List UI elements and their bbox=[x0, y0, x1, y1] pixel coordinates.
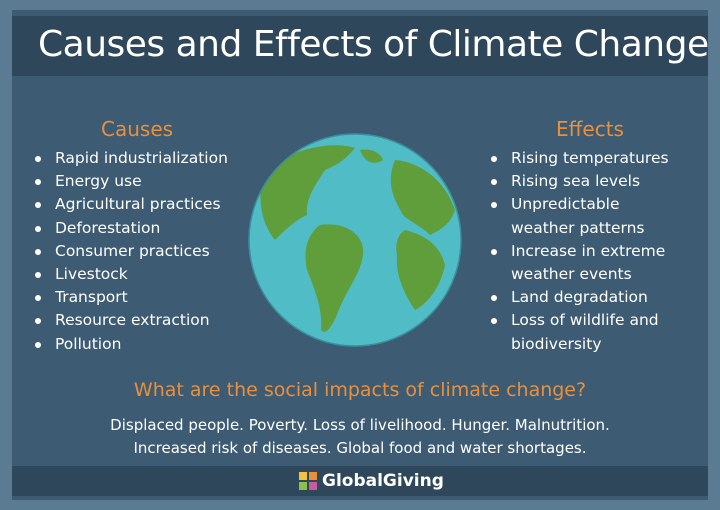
cause-item: Pollution bbox=[33, 333, 228, 356]
title-bar bbox=[12, 16, 708, 76]
logo bbox=[299, 472, 317, 490]
cause-item: Consumer practices bbox=[33, 240, 228, 263]
cause-item: Deforestation bbox=[33, 217, 228, 240]
globe-outline bbox=[248, 133, 462, 347]
brand: GlobalGiving bbox=[322, 471, 444, 491]
social-question: What are the social impacts of climate c… bbox=[133, 379, 587, 401]
causes-list: Rapid industrialization Energy use Agricul… bbox=[33, 147, 228, 356]
effect-line: Land degradation bbox=[511, 288, 648, 307]
social-line: Increased risk of diseases. Global food … bbox=[133, 439, 587, 457]
effects-list: Rising temperatures Rising sea levels Unpr… bbox=[489, 147, 669, 356]
effect-item: Land degradation bbox=[489, 286, 669, 309]
cause-item: Transport bbox=[33, 286, 228, 309]
globe bbox=[248, 133, 462, 347]
effect-line: weather events bbox=[511, 265, 632, 284]
effect-line: Unpredictable bbox=[511, 195, 620, 214]
title: Causes and Effects of Climate Change bbox=[38, 24, 709, 65]
cause-item: Resource extraction bbox=[33, 309, 228, 332]
effect-item: Unpredictable weather patterns bbox=[489, 193, 669, 239]
effects-heading: Effects bbox=[556, 117, 624, 141]
effect-item: Rising sea levels bbox=[489, 170, 669, 193]
cause-item: Energy use bbox=[33, 170, 228, 193]
cause-item: Rapid industrialization bbox=[33, 147, 228, 170]
footer-bar bbox=[12, 466, 708, 496]
causes-heading: Causes bbox=[101, 117, 174, 141]
effect-item: Loss of wildlife and biodiversity bbox=[489, 309, 669, 355]
effect-line: Loss of wildlife and bbox=[511, 311, 659, 330]
effect-line: Rising sea levels bbox=[511, 172, 641, 191]
cause-item: Agricultural practices bbox=[33, 193, 228, 216]
continents bbox=[260, 145, 455, 332]
effect-line: Rising temperatures bbox=[511, 149, 669, 167]
effect-item: Increase in extreme weather events bbox=[489, 240, 669, 286]
social-text: Displaced people. Poverty. Loss of livel… bbox=[0, 414, 720, 460]
effect-line: biodiversity bbox=[511, 334, 602, 353]
effect-line: weather patterns bbox=[511, 218, 645, 237]
social-line: Displaced people. Poverty. Loss of livel… bbox=[110, 416, 610, 434]
effect-line: Increase in extreme bbox=[511, 241, 666, 260]
effect-item: Rising temperatures bbox=[489, 147, 669, 170]
cause-item: Livestock bbox=[33, 263, 228, 286]
